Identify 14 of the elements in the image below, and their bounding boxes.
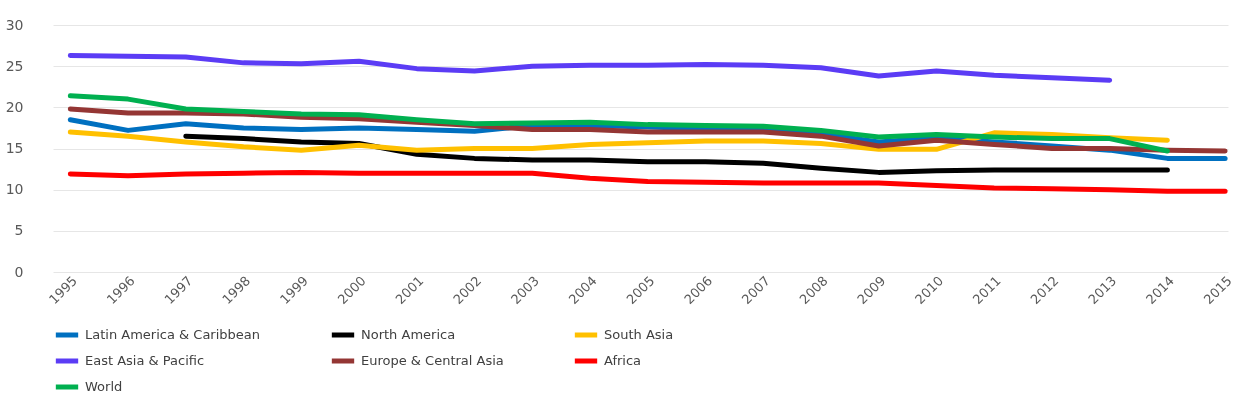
legend-label: Latin America & Caribbean xyxy=(85,327,261,342)
legend-label: Africa xyxy=(604,353,642,368)
y-tick-label: 30 xyxy=(5,16,24,33)
legend-label: South Asia xyxy=(604,327,674,342)
legend-label: East Asia & Pacific xyxy=(85,353,205,368)
legend-label: Europe & Central Asia xyxy=(361,353,504,368)
y-tick-label: 15 xyxy=(5,140,24,156)
legend-label: North America xyxy=(361,327,456,342)
y-tick-label: 20 xyxy=(5,98,24,115)
y-tick-label: 0 xyxy=(14,263,24,280)
y-tick-label: 25 xyxy=(5,57,24,74)
legend-label: World xyxy=(85,379,123,394)
y-tick-label: 5 xyxy=(14,222,24,239)
y-tick-label: 10 xyxy=(5,181,24,198)
